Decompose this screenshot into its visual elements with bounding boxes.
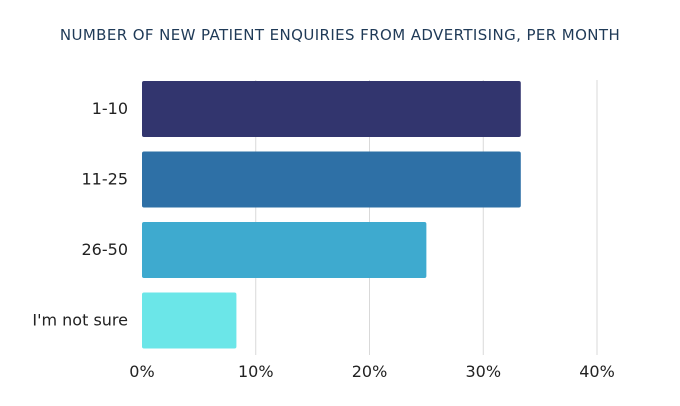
category-label: I'm not sure — [32, 311, 128, 330]
bars — [142, 81, 521, 349]
category-label: 26-50 — [82, 240, 129, 259]
bar-i-m-not-sure — [142, 292, 237, 349]
x-tick-label: 30% — [465, 362, 501, 381]
bar-1-10 — [142, 81, 521, 137]
bar-26-50 — [142, 222, 427, 278]
x-tick-label: 10% — [238, 362, 274, 381]
chart-title: NUMBER OF NEW PATIENT ENQUIRIES FROM ADV… — [59, 26, 621, 44]
bar-11-25 — [142, 151, 521, 208]
x-tick-label: 20% — [352, 362, 388, 381]
x-tick-label: 0% — [129, 362, 154, 381]
x-tick-labels: 0% 10% 20% 30% 40% — [129, 362, 614, 381]
x-tick-label: 40% — [579, 362, 615, 381]
category-labels: 1-10 11-25 26-50 I'm not sure — [32, 99, 128, 330]
category-label: 1-10 — [92, 99, 128, 118]
category-label: 11-25 — [82, 170, 129, 189]
